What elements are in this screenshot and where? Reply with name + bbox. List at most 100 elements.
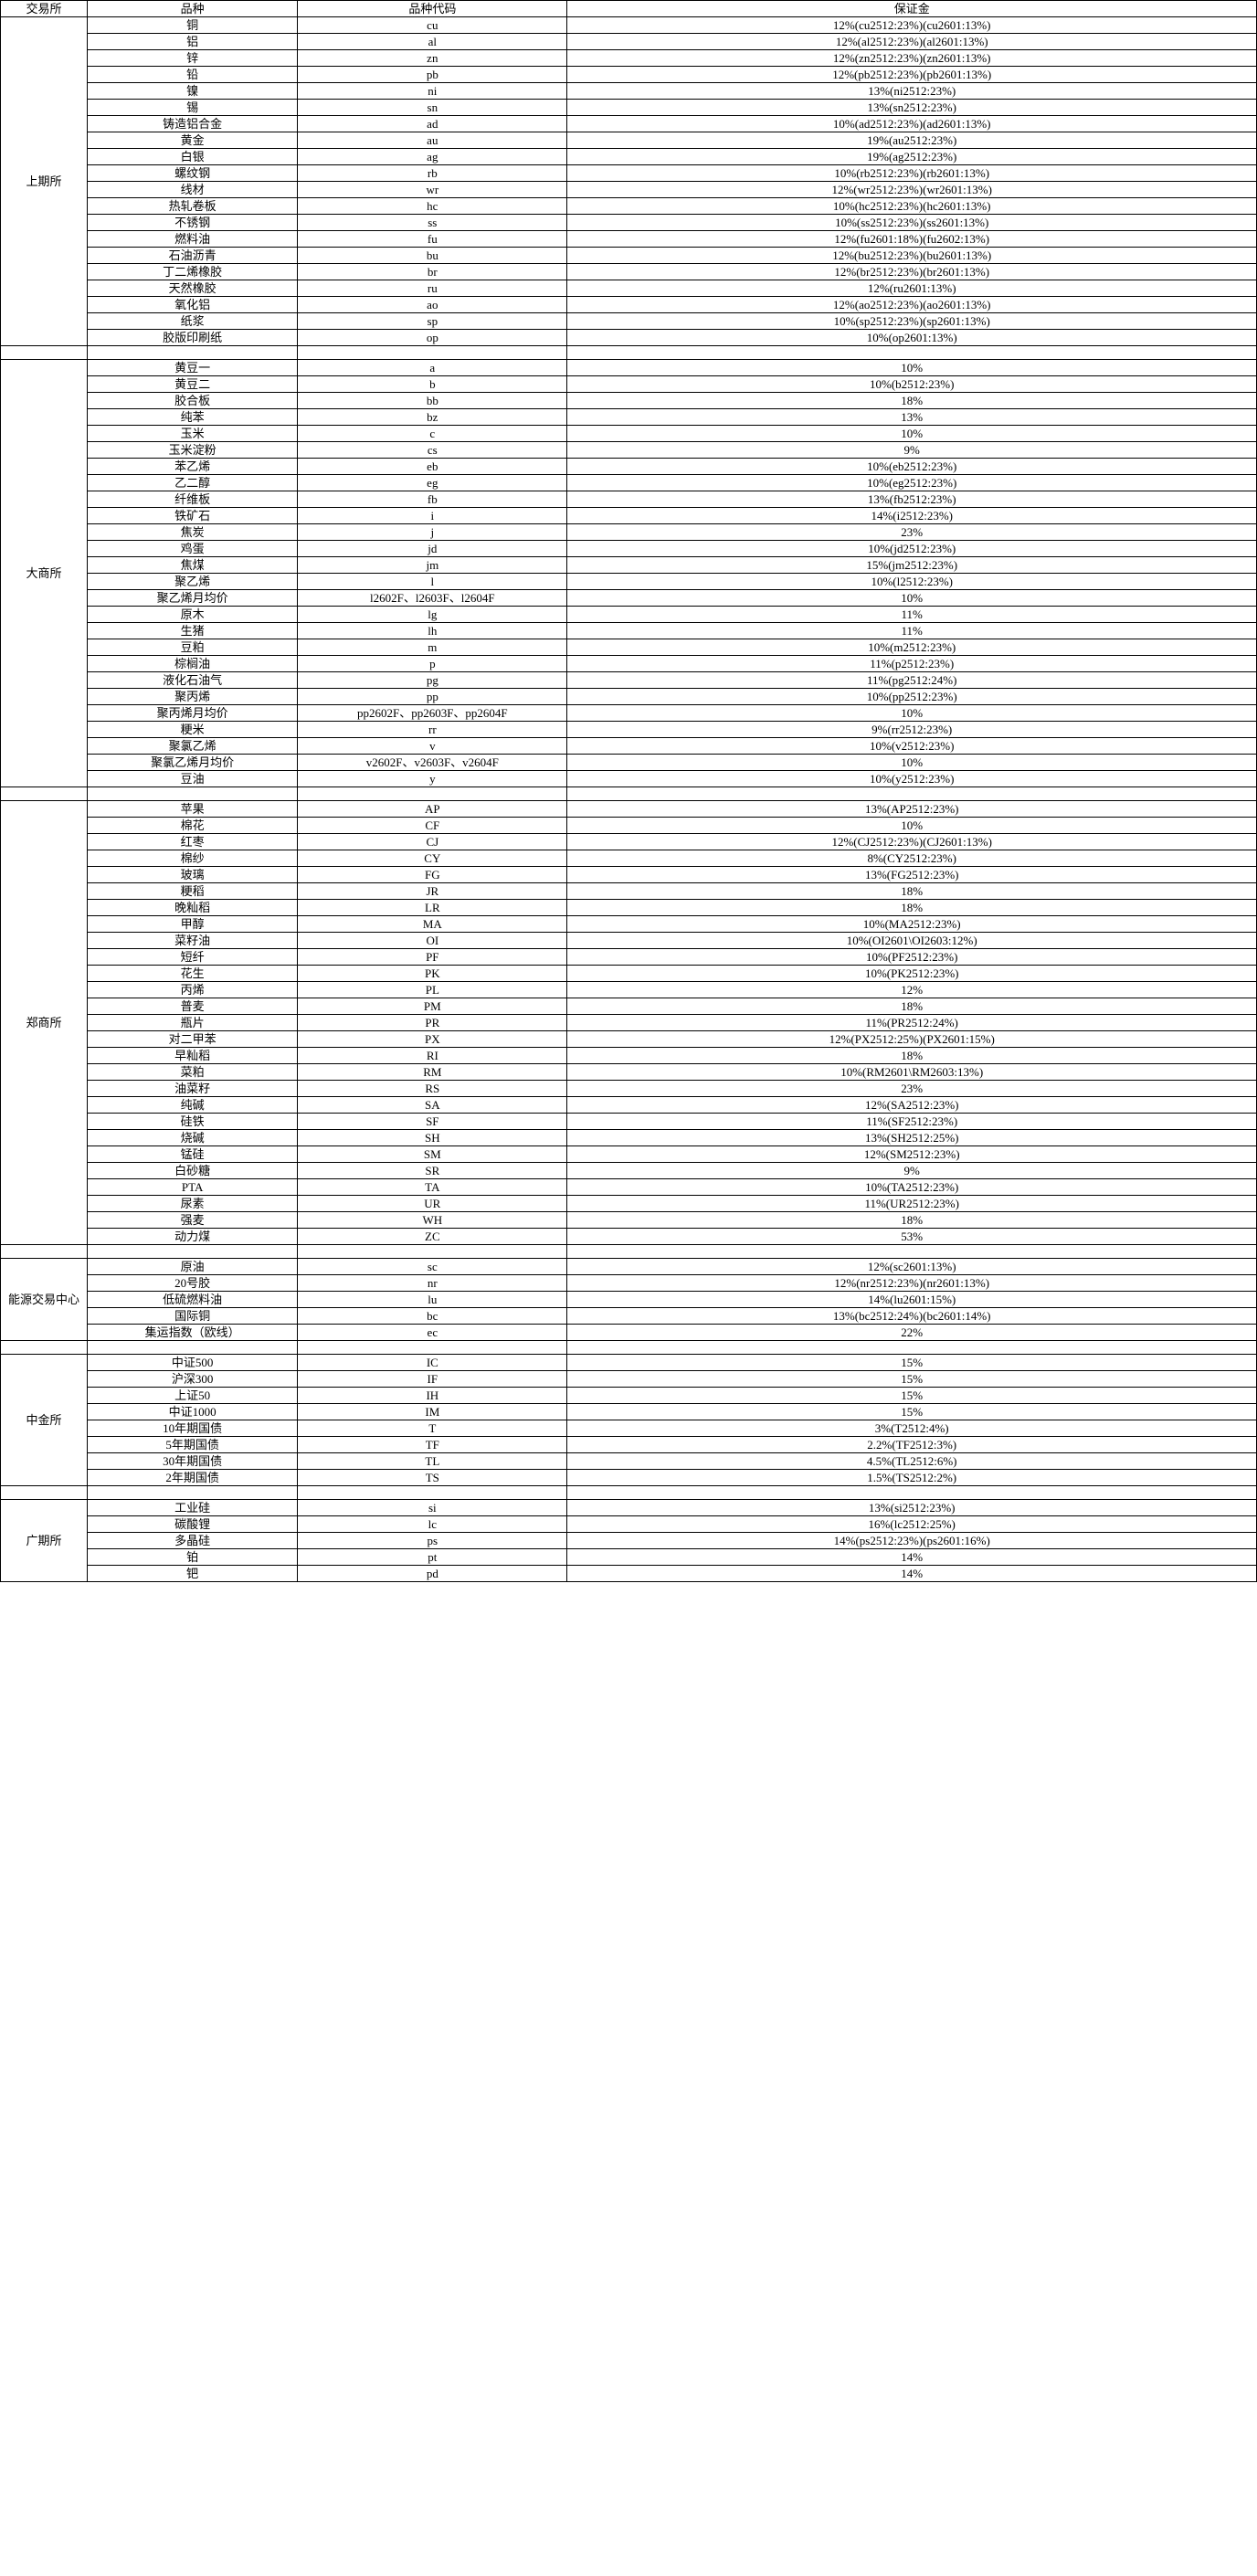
- table-row: 玻璃 FG 13%(FG2512:23%): [1, 866, 1257, 883]
- group-spacer-row: [0, 345, 1257, 360]
- margin-cell: 13%(fb2512:23%): [566, 491, 1257, 508]
- code-cell: jm: [297, 556, 568, 574]
- table-row: 甲醇 MA 10%(MA2512:23%): [1, 915, 1257, 933]
- variety-cell: 苯乙烯: [87, 458, 299, 475]
- margin-cell: 10%(MA2512:23%): [566, 915, 1257, 933]
- variety-cell: 纯碱: [87, 1096, 299, 1114]
- code-cell: pp2602F、pp2603F、pp2604F: [297, 704, 568, 722]
- variety-cell: 早籼稻: [87, 1047, 299, 1064]
- margin-cell: 14%(lu2601:15%): [566, 1291, 1257, 1308]
- spacer-cell: [87, 345, 299, 360]
- spacer-cell: [297, 787, 568, 801]
- variety-cell: 2年期国债: [87, 1469, 299, 1486]
- margin-cell: 9%(rr2512:23%): [566, 721, 1257, 738]
- margin-cell: 13%(ni2512:23%): [566, 82, 1257, 100]
- margin-cell: 10%: [566, 704, 1257, 722]
- code-cell: IM: [297, 1403, 568, 1420]
- table-row: 燃料油 fu 12%(fu2601:18%)(fu2602:13%): [1, 230, 1257, 248]
- spacer-cell: [297, 345, 568, 360]
- variety-cell: 聚丙烯: [87, 688, 299, 705]
- code-cell: SR: [297, 1162, 568, 1179]
- margin-cell: 10%: [566, 425, 1257, 442]
- margin-cell: 12%(bu2512:23%)(bu2601:13%): [566, 247, 1257, 264]
- code-cell: SA: [297, 1096, 568, 1114]
- margin-cell: 10%(sp2512:23%)(sp2601:13%): [566, 312, 1257, 330]
- code-cell: pb: [297, 66, 568, 83]
- spacer-cell: [0, 1485, 89, 1500]
- variety-cell: 锌: [87, 49, 299, 67]
- code-cell: a: [297, 359, 568, 376]
- spacer-cell: [566, 787, 1257, 801]
- code-cell: v: [297, 737, 568, 755]
- margin-cell: 18%: [566, 1211, 1257, 1229]
- code-cell: bc: [297, 1307, 568, 1325]
- table-row: 郑商所 苹果 AP 13%(AP2512:23%): [0, 800, 1257, 1245]
- table-row: 动力煤 ZC 53%: [1, 1228, 1257, 1245]
- code-cell: UR: [297, 1195, 568, 1212]
- code-cell: hc: [297, 197, 568, 215]
- table-row: 碳酸锂 lc 16%(lc2512:25%): [1, 1515, 1257, 1533]
- variety-cell: 天然橡胶: [87, 280, 299, 297]
- table-row: 上期所铜 cu 12%(cu2512:23%)(cu2601:13%): [0, 16, 1257, 346]
- table-row: 天然橡胶 ru 12%(ru2601:13%): [1, 280, 1257, 297]
- variety-cell: 焦煤: [87, 556, 299, 574]
- margin-cell: 19%(au2512:23%): [566, 132, 1257, 149]
- variety-cell: 锡: [87, 99, 299, 116]
- code-cell: TF: [297, 1436, 568, 1453]
- table-body: 上期所铜 cu 12%(cu2512:23%)(cu2601:13%) 铝 al 12%(…: [0, 16, 1257, 1582]
- variety-cell: 热轧卷板: [87, 197, 299, 215]
- margin-cell: 10%(hc2512:23%)(hc2601:13%): [566, 197, 1257, 215]
- table-row: 焦煤 jm 15%(jm2512:23%): [1, 556, 1257, 574]
- variety-cell: 燃料油: [87, 230, 299, 248]
- table-row: 烧碱 SH 13%(SH2512:25%): [1, 1129, 1257, 1146]
- margin-cell: 10%(l2512:23%): [566, 573, 1257, 590]
- table-row: 苯乙烯 eb 10%(eb2512:23%): [1, 458, 1257, 475]
- margin-cell: 18%: [566, 899, 1257, 916]
- table-row: 尿素 UR 11%(UR2512:23%): [1, 1195, 1257, 1212]
- code-cell: CY: [297, 850, 568, 867]
- table-row: 棉花 CF 10%: [1, 817, 1257, 834]
- code-cell: lu: [297, 1291, 568, 1308]
- code-cell: pp: [297, 688, 568, 705]
- code-cell: j: [297, 523, 568, 541]
- margin-cell: 10%(eb2512:23%): [566, 458, 1257, 475]
- table-row: 胶版印刷纸 op 10%(op2601:13%): [1, 329, 1257, 346]
- table-row: 短纤 PF 10%(PF2512:23%): [1, 948, 1257, 966]
- variety-cell: 石油沥青: [87, 247, 299, 264]
- table-row: 纤维板 fb 13%(fb2512:23%): [1, 491, 1257, 508]
- variety-cell: 中证500: [87, 1354, 299, 1371]
- margin-cell: 12%(SM2512:23%): [566, 1145, 1257, 1163]
- code-cell: si: [297, 1499, 568, 1516]
- code-cell: ad: [297, 115, 568, 132]
- code-cell: sn: [297, 99, 568, 116]
- spacer-cell: [297, 1485, 568, 1500]
- code-cell: ZC: [297, 1228, 568, 1245]
- spacer-cell: [87, 1340, 299, 1355]
- table-row: 棉纱 CY 8%(CY2512:23%): [1, 850, 1257, 867]
- table-row: 聚氯乙烯月均价 v2602F、v2603F、v2604F 10%: [1, 754, 1257, 771]
- code-cell: fb: [297, 491, 568, 508]
- variety-cell: 上证50: [87, 1387, 299, 1404]
- table-row: 沪深300 IF 15%: [1, 1370, 1257, 1388]
- code-cell: lh: [297, 622, 568, 639]
- code-cell: FG: [297, 866, 568, 883]
- code-cell: fu: [297, 230, 568, 248]
- variety-cell: 生猪: [87, 622, 299, 639]
- margin-cell: 12%(SA2512:23%): [566, 1096, 1257, 1114]
- margin-cell: 11%(pg2512:24%): [566, 671, 1257, 689]
- variety-cell: 玉米: [87, 425, 299, 442]
- table-row: 上证50 IH 15%: [1, 1387, 1257, 1404]
- variety-cell: 普麦: [87, 998, 299, 1015]
- exchange-cell: 广期所: [0, 1499, 89, 1582]
- code-cell: l: [297, 573, 568, 590]
- code-cell: ec: [297, 1324, 568, 1341]
- margin-cell: 23%: [566, 1080, 1257, 1097]
- code-cell: zn: [297, 49, 568, 67]
- margin-cell: 10%(jd2512:23%): [566, 540, 1257, 557]
- exchange-cell: 郑商所: [0, 800, 89, 1245]
- code-cell: lc: [297, 1515, 568, 1533]
- variety-cell: 丙烯: [87, 981, 299, 998]
- table-row: 石油沥青 bu 12%(bu2512:23%)(bu2601:13%): [1, 247, 1257, 264]
- code-cell: RM: [297, 1063, 568, 1081]
- table-row: 铂 pt 14%: [1, 1548, 1257, 1566]
